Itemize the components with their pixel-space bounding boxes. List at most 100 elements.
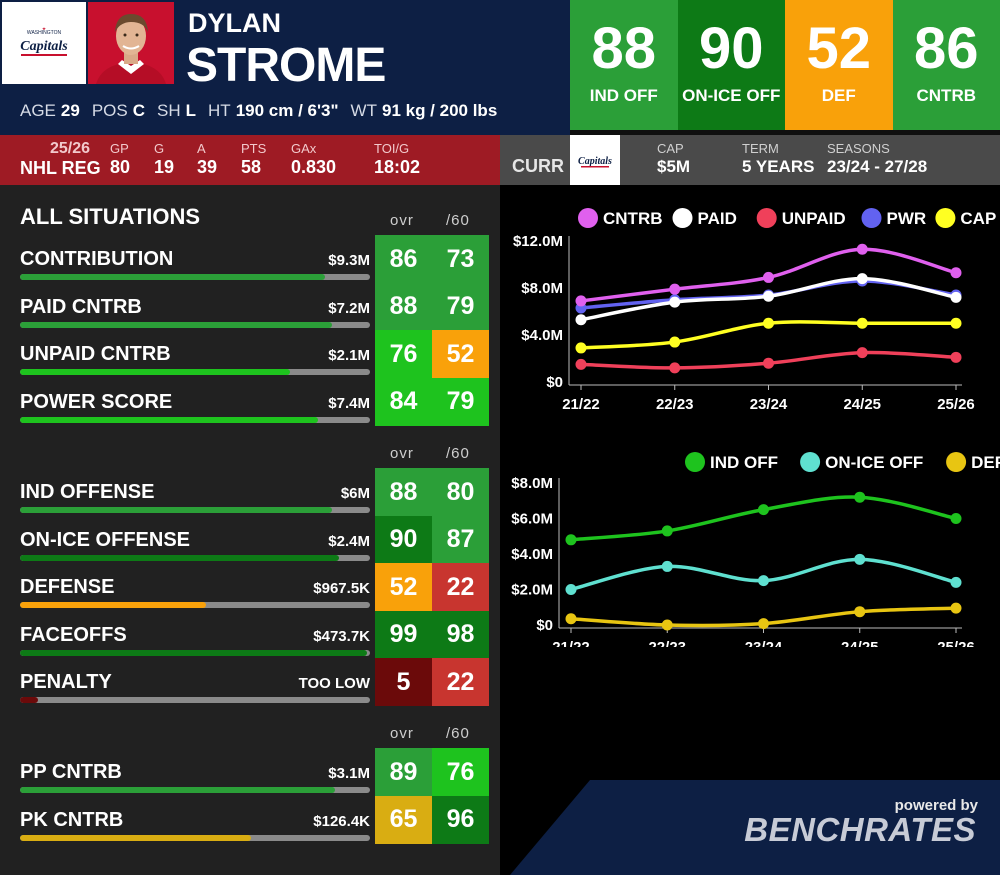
legend-swatch — [946, 452, 967, 472]
capitals-logo-icon: Capitals — [570, 135, 620, 185]
contract-seasons-value: 23/24 - 27/28 — [827, 157, 928, 176]
season-stat-label: GAx — [291, 141, 317, 156]
bio-value: L — [185, 101, 197, 120]
data-point — [575, 358, 587, 370]
legend-item: CNTRB — [578, 208, 663, 228]
stat-per60-score: 79 — [432, 377, 489, 426]
column-header-ovr: ovr — [390, 212, 414, 229]
legend-swatch — [935, 208, 956, 228]
stat-progress-fill — [20, 321, 332, 328]
stat-per60-score: 98 — [432, 610, 489, 659]
stat-dollar-value: TOO LOW — [298, 675, 370, 692]
stat-progress-bar — [20, 274, 370, 280]
stat-row: PENALTY TOO LOW 5 22 — [0, 658, 500, 706]
stat-progress-fill — [20, 507, 332, 513]
rating-value: 86 — [913, 16, 979, 81]
legend-item: IND OFF — [685, 452, 778, 472]
data-point — [669, 362, 681, 374]
stat-progress-bar — [20, 834, 370, 841]
data-point — [950, 513, 962, 524]
stat-ovr-score: 84 — [375, 377, 432, 426]
capitals-logo-icon: WASHINGTON Capitals — [2, 2, 86, 84]
x-tick-label: 23/24 — [750, 396, 788, 413]
stat-dollar-value: $7.4M — [328, 394, 370, 412]
rating-box: 88 IND OFF — [570, 0, 678, 130]
stat-name: FACEOFFS — [20, 623, 127, 646]
season-stat: GAx 0.830 — [291, 141, 336, 178]
data-point — [575, 342, 587, 354]
data-point — [575, 314, 587, 326]
stat-progress-fill — [20, 697, 38, 703]
stat-dollar-value: $6M — [340, 485, 370, 502]
stat-per60-score: 76 — [432, 748, 489, 796]
contract-term-value: 5 YEARS — [742, 157, 815, 176]
rating-label: DEF — [821, 86, 856, 105]
stat-ovr-score: 5 — [375, 658, 432, 706]
legend-label: IND OFF — [710, 453, 778, 472]
contract-seasons: SEASONS 23/24 - 27/28 — [827, 141, 927, 177]
player-first-name: DYLAN — [188, 8, 281, 38]
x-tick-label: 21/22 — [552, 639, 590, 647]
season-stat-value: 58 — [241, 157, 262, 177]
stat-progress-bar — [20, 416, 370, 423]
bio-label: POS — [91, 101, 128, 120]
legend-label: UNPAID — [782, 209, 846, 228]
bio-label: HT — [208, 101, 231, 120]
svg-text:Capitals: Capitals — [20, 39, 68, 54]
stat-dollar-value: $7.2M — [328, 299, 370, 317]
data-point — [856, 273, 868, 285]
stat-progress-fill — [20, 787, 335, 793]
stat-name: POWER SCORE — [20, 390, 173, 413]
season-stat: G 19 — [154, 141, 174, 178]
season-stat: GP 80 — [110, 141, 130, 178]
legend-item: PAID — [672, 208, 737, 228]
stat-dollar-value: $3.1M — [328, 765, 370, 782]
component-trend-chart: IND OFF ON-ICE OFF DEF $0 $2.0M $4.0M $6.0M $8.… — [511, 452, 1000, 647]
rating-label: CNTRB — [916, 86, 977, 105]
stat-row: ON-ICE OFFENSE $2.4M 90 87 — [0, 515, 500, 564]
player-bio: AGE 29 POS C SH L HT 190 cm / 6'3" WT 91 kg / 200… — [20, 101, 509, 121]
x-tick-label: 22/23 — [648, 639, 686, 647]
stat-ovr-score: 65 — [375, 795, 432, 844]
legend-item: CAP — [935, 208, 996, 228]
rating-label: ON-ICE OFF — [682, 86, 781, 105]
stat-name: IND OFFENSE — [20, 481, 155, 503]
stat-dollar-value: $9.3M — [328, 252, 370, 269]
stat-ovr-score: 90 — [375, 515, 432, 564]
y-tick-label: $0 — [546, 374, 563, 391]
stat-name: DEFENSE — [20, 576, 115, 598]
legend-item: DEF — [946, 452, 1000, 472]
svg-text:Capitals: Capitals — [578, 156, 612, 167]
data-point — [575, 295, 587, 307]
stat-name: PP CNTRB — [20, 761, 122, 783]
data-point — [763, 317, 774, 329]
bio-value: C — [132, 101, 146, 120]
contract-cap-label: CAP — [657, 141, 684, 156]
data-point — [661, 619, 673, 631]
stat-ovr-score: 52 — [375, 563, 432, 611]
data-point — [565, 584, 577, 595]
season-stat-label: A — [197, 141, 206, 156]
data-point — [856, 243, 868, 255]
season-stats-bar: 25/26 NHL REG GP 80 G 19 A 39 PTS 58 GAx 0.830 TOI… — [0, 135, 500, 185]
data-point — [669, 283, 681, 295]
series-line — [570, 495, 957, 542]
column-header-per60: /60 — [446, 212, 470, 229]
x-tick-label: 24/25 — [841, 639, 879, 647]
data-point — [950, 351, 962, 363]
data-point — [758, 504, 769, 516]
player-header: WASHINGTON Capitals DYLAN STROME AGE 29 PO… — [0, 0, 570, 135]
rating-value: 88 — [591, 16, 656, 81]
brand-logo: BENCHRATES — [744, 811, 976, 848]
stat-progress-bar — [20, 649, 370, 656]
stat-progress-bar — [20, 602, 370, 608]
legend-label: CNTRB — [603, 209, 663, 228]
y-tick-label: $4.0M — [521, 327, 563, 344]
data-point — [669, 296, 681, 308]
legend-swatch — [578, 208, 598, 228]
stat-name: CONTRIBUTION — [20, 248, 174, 270]
stat-dollar-value: $2.1M — [328, 347, 370, 364]
powered-by-text: powered by — [894, 797, 978, 814]
stat-dollar-value: $2.4M — [328, 532, 370, 550]
stat-ovr-score: 88 — [375, 282, 432, 331]
